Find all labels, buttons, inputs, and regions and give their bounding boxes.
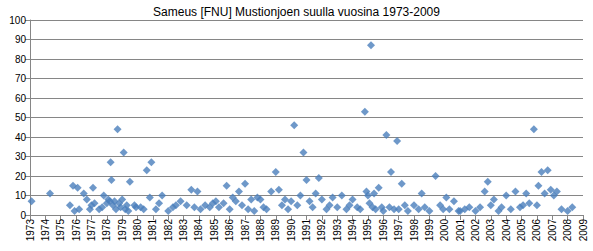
svg-text:1982: 1982	[163, 219, 174, 242]
svg-text:70: 70	[15, 73, 27, 84]
svg-text:2000: 2000	[439, 219, 450, 242]
svg-text:1984: 1984	[193, 219, 204, 242]
svg-text:1988: 1988	[255, 219, 266, 242]
svg-text:2002: 2002	[470, 219, 481, 242]
svg-text:10: 10	[15, 190, 27, 201]
svg-text:1976: 1976	[71, 219, 82, 242]
svg-text:2001: 2001	[455, 219, 466, 242]
svg-text:1997: 1997	[393, 219, 404, 242]
svg-text:1999: 1999	[424, 219, 435, 242]
svg-text:1975: 1975	[55, 219, 66, 242]
svg-text:1973: 1973	[25, 219, 36, 242]
svg-text:20: 20	[15, 171, 27, 182]
svg-text:50: 50	[15, 112, 27, 123]
svg-text:1992: 1992	[316, 219, 327, 242]
svg-text:100: 100	[9, 15, 26, 26]
svg-text:40: 40	[15, 132, 27, 143]
svg-text:2008: 2008	[562, 219, 573, 242]
svg-text:1996: 1996	[378, 219, 389, 242]
svg-text:1985: 1985	[209, 219, 220, 242]
svg-text:1978: 1978	[101, 219, 112, 242]
svg-text:1989: 1989	[270, 219, 281, 242]
svg-text:1990: 1990	[286, 219, 297, 242]
svg-text:1987: 1987	[240, 219, 251, 242]
svg-text:0: 0	[20, 210, 26, 221]
svg-text:90: 90	[15, 34, 27, 45]
svg-text:1986: 1986	[224, 219, 235, 242]
svg-text:2004: 2004	[501, 219, 512, 242]
svg-text:1979: 1979	[117, 219, 128, 242]
svg-text:2007: 2007	[547, 219, 558, 242]
svg-text:2009: 2009	[578, 219, 589, 242]
svg-text:1983: 1983	[178, 219, 189, 242]
svg-text:1981: 1981	[147, 219, 158, 242]
svg-text:2006: 2006	[531, 219, 542, 242]
svg-text:60: 60	[15, 93, 27, 104]
svg-text:2005: 2005	[516, 219, 527, 242]
svg-text:1991: 1991	[301, 219, 312, 242]
svg-text:1994: 1994	[347, 219, 358, 242]
svg-text:1998: 1998	[409, 219, 420, 242]
svg-text:1995: 1995	[362, 219, 373, 242]
svg-text:Sameus [FNU] Mustionjoen suull: Sameus [FNU] Mustionjoen suulla vuosina …	[153, 5, 440, 19]
svg-text:2003: 2003	[485, 219, 496, 242]
svg-text:1974: 1974	[40, 219, 51, 242]
svg-text:1993: 1993	[332, 219, 343, 242]
svg-text:80: 80	[15, 54, 27, 65]
svg-text:1980: 1980	[132, 219, 143, 242]
svg-text:30: 30	[15, 151, 27, 162]
svg-text:1977: 1977	[86, 219, 97, 242]
